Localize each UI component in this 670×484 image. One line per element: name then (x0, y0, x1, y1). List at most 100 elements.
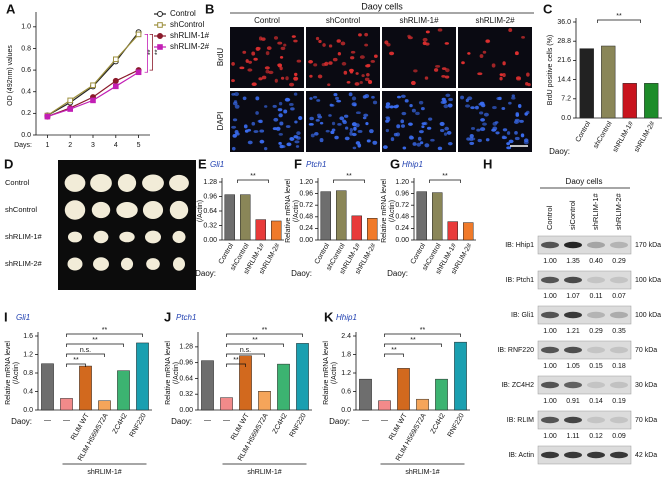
micrograph (230, 91, 304, 152)
nucleus (445, 68, 450, 73)
nucleus (337, 122, 342, 126)
x-axis-title: Daoy: (11, 417, 32, 426)
tumor (146, 258, 160, 270)
panel-label: K (324, 309, 334, 324)
nucleus (310, 133, 315, 138)
band-value: 1.00 (543, 433, 557, 440)
blot (537, 235, 632, 255)
nucleus (430, 138, 435, 142)
nucleus (354, 82, 360, 86)
nucleus (278, 101, 283, 106)
nucleus (508, 101, 512, 105)
nucleus (470, 127, 476, 130)
nucleus (232, 118, 238, 122)
nucleus (425, 30, 430, 34)
nucleus (255, 96, 260, 101)
nucleus (421, 125, 425, 129)
legend-label: shRLIM-1# (170, 31, 210, 40)
nucleus (264, 147, 268, 151)
nucleus (396, 95, 401, 99)
x-axis-title: Daoy: (171, 417, 192, 426)
band-value: 0.14 (589, 398, 603, 405)
y-tick-label: 0.32 (203, 222, 217, 229)
nucleus (358, 33, 362, 37)
point (135, 69, 142, 76)
significance-bracket (66, 363, 86, 367)
blot-label: IB: RNF220 (497, 347, 534, 354)
y-tick-label: 1.6 (23, 333, 33, 340)
y-tick-label: 0.00 (299, 237, 313, 244)
annotation: ** (154, 49, 161, 55)
significance-bracket (66, 333, 143, 337)
nucleus (278, 113, 283, 118)
annotation: n.s. (240, 347, 251, 354)
nucleus (308, 59, 314, 64)
nucleus (333, 93, 338, 97)
bar (397, 368, 410, 411)
y-tick-label: 0.8 (23, 370, 33, 377)
nucleus (523, 140, 529, 145)
bar (454, 341, 467, 411)
blot-label: IB: RLIM (507, 417, 534, 424)
x-tick-label: RNF220 (129, 412, 148, 438)
nucleus (344, 126, 349, 130)
nucleus (272, 104, 277, 108)
nucleus (469, 141, 475, 145)
nucleus (409, 104, 413, 108)
column-label: shRLIM-2# (475, 16, 515, 25)
bar (336, 190, 347, 241)
nucleus (357, 143, 362, 148)
nucleus (443, 104, 449, 109)
y-tick-label: 0.0 (23, 407, 33, 414)
nucleus (355, 72, 359, 75)
bar (41, 363, 54, 411)
nucleus (253, 130, 259, 133)
y-axis-title: (/Actin) (13, 362, 20, 384)
x-tick-label: — (381, 417, 388, 424)
annotation: ** (346, 173, 352, 180)
tumor (169, 200, 189, 220)
y-tick-label: 0.48 (395, 214, 409, 221)
nucleus (294, 140, 300, 144)
nucleus (513, 120, 519, 124)
nucleus (309, 116, 314, 121)
nucleus (485, 138, 490, 142)
nucleus (434, 68, 439, 72)
y-tick-label: 0.72 (395, 202, 409, 209)
column-label: Control (254, 16, 280, 25)
nucleus (418, 130, 424, 134)
nucleus (235, 132, 240, 136)
chart-title: Ptch1 (176, 313, 196, 322)
nucleus (293, 39, 298, 43)
nucleus (278, 141, 282, 145)
significance-bracket (597, 19, 641, 23)
nucleus (499, 73, 504, 77)
band (587, 241, 605, 249)
nucleus (359, 55, 365, 59)
nucleus (247, 68, 253, 72)
nucleus (296, 59, 302, 63)
nucleus (280, 46, 286, 51)
nucleus (351, 96, 357, 101)
nucleus (499, 76, 503, 81)
nucleus (467, 96, 473, 101)
band-value: 1.00 (543, 258, 557, 265)
band (564, 276, 582, 284)
panel-label: E (198, 156, 207, 171)
band-value: 0.09 (612, 433, 626, 440)
nucleus (511, 96, 516, 100)
nucleus (273, 117, 279, 122)
bar (240, 194, 251, 241)
nucleus (446, 130, 452, 135)
bar (378, 400, 391, 411)
nucleus (413, 69, 418, 73)
nucleus (339, 116, 345, 121)
blot-size: 100 kDa (635, 312, 661, 319)
y-tick-label: 0.2 (21, 110, 31, 117)
bar (296, 343, 309, 411)
tumor (119, 231, 135, 243)
nucleus (362, 116, 367, 120)
row-label: shRLIM-1# (5, 232, 43, 241)
blot-label: IB: Hhip1 (505, 242, 534, 249)
